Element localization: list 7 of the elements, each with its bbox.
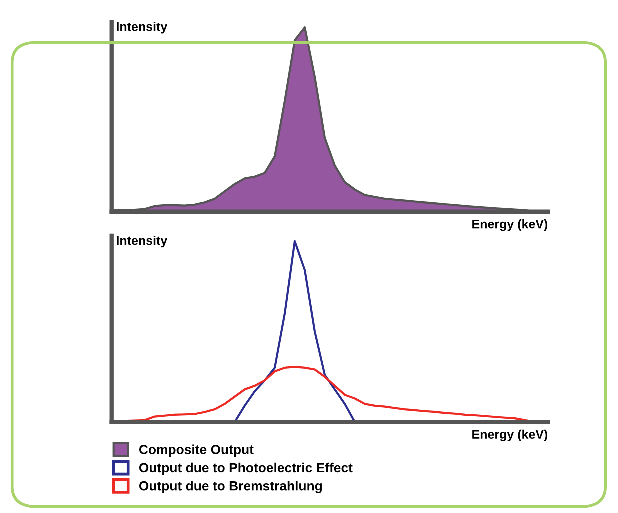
y-axis-title: Intensity xyxy=(117,22,168,34)
legend-label: Composite Output xyxy=(139,444,254,458)
legend-label: Output due to Bremstrahlung xyxy=(139,481,322,494)
legend-label: Output due to Photoelectric Effect xyxy=(139,462,353,476)
x-axis-title: Energy (keV) xyxy=(472,430,548,442)
x-axis-title: Energy (keV) xyxy=(472,220,548,232)
y-axis-title: Intensity xyxy=(117,236,168,248)
